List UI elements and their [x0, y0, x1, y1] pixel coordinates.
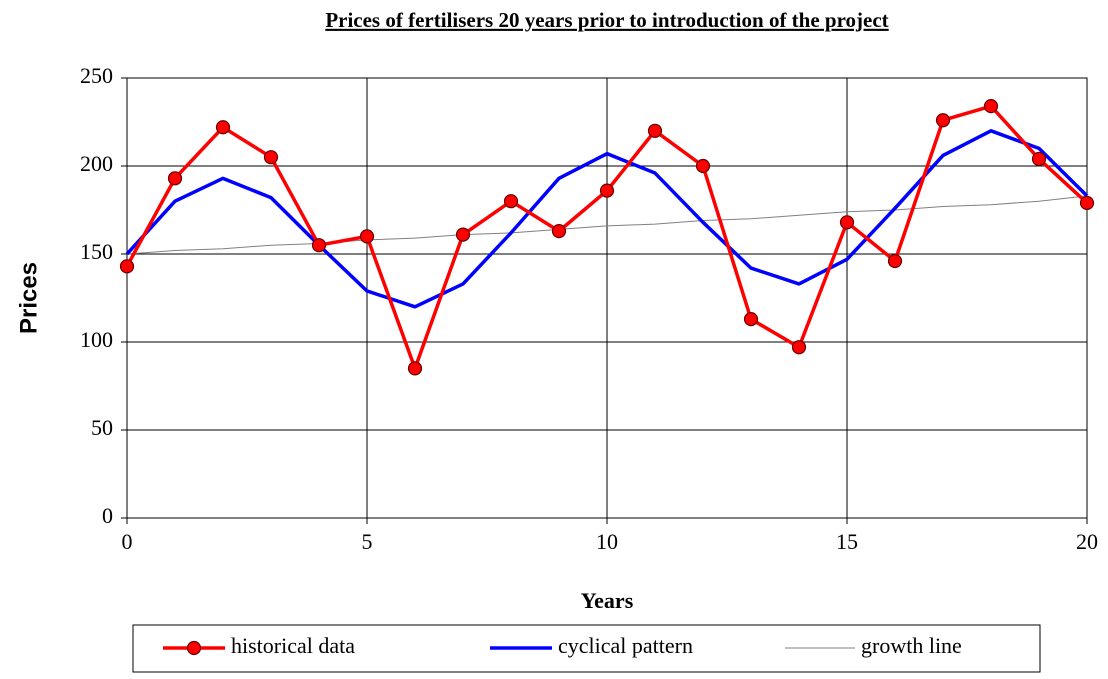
data-point [1079, 195, 1095, 211]
x-tick-label: 5 [362, 529, 373, 554]
x-tick-label: 15 [836, 529, 858, 554]
data-point [311, 238, 327, 253]
series-line [126, 195, 1088, 255]
y-tick-label: 250 [80, 63, 113, 88]
x-tick-label: 10 [596, 529, 618, 554]
data-point [503, 194, 519, 209]
legend-label: historical data [231, 633, 355, 658]
data-point [599, 183, 615, 198]
data-point [551, 224, 567, 239]
y-tick-label: 150 [80, 239, 113, 264]
data-point [359, 229, 375, 244]
data-point [887, 253, 903, 269]
data-point [167, 171, 183, 186]
data-point [935, 113, 951, 128]
data-point [743, 312, 759, 327]
data-point [647, 123, 663, 138]
y-axis-label: Prices [15, 262, 42, 334]
y-tick-label: 50 [91, 415, 113, 440]
chart-title: Prices of fertilisers 20 years prior to … [325, 8, 888, 32]
data-point [455, 227, 471, 242]
y-tick-label: 200 [80, 151, 113, 176]
legend-label: growth line [861, 633, 962, 658]
x-tick-label: 0 [122, 529, 133, 554]
data-point [791, 340, 807, 355]
data-point [983, 99, 999, 114]
data-point [263, 150, 279, 165]
x-axis-label: Years [581, 588, 634, 613]
x-tick-label: 20 [1076, 529, 1098, 554]
data-point [695, 158, 711, 174]
data-point [407, 361, 423, 376]
data-point [839, 215, 855, 230]
y-tick-label: 0 [102, 503, 113, 528]
legend-marker [186, 640, 202, 656]
series-line [125, 129, 1089, 309]
data-point [119, 259, 135, 274]
plot-border [126, 77, 1088, 519]
legend-box [132, 624, 1041, 673]
legend-label: cyclical pattern [558, 633, 693, 658]
data-point [215, 120, 231, 135]
y-tick-label: 100 [80, 327, 113, 352]
data-point [1031, 151, 1047, 167]
